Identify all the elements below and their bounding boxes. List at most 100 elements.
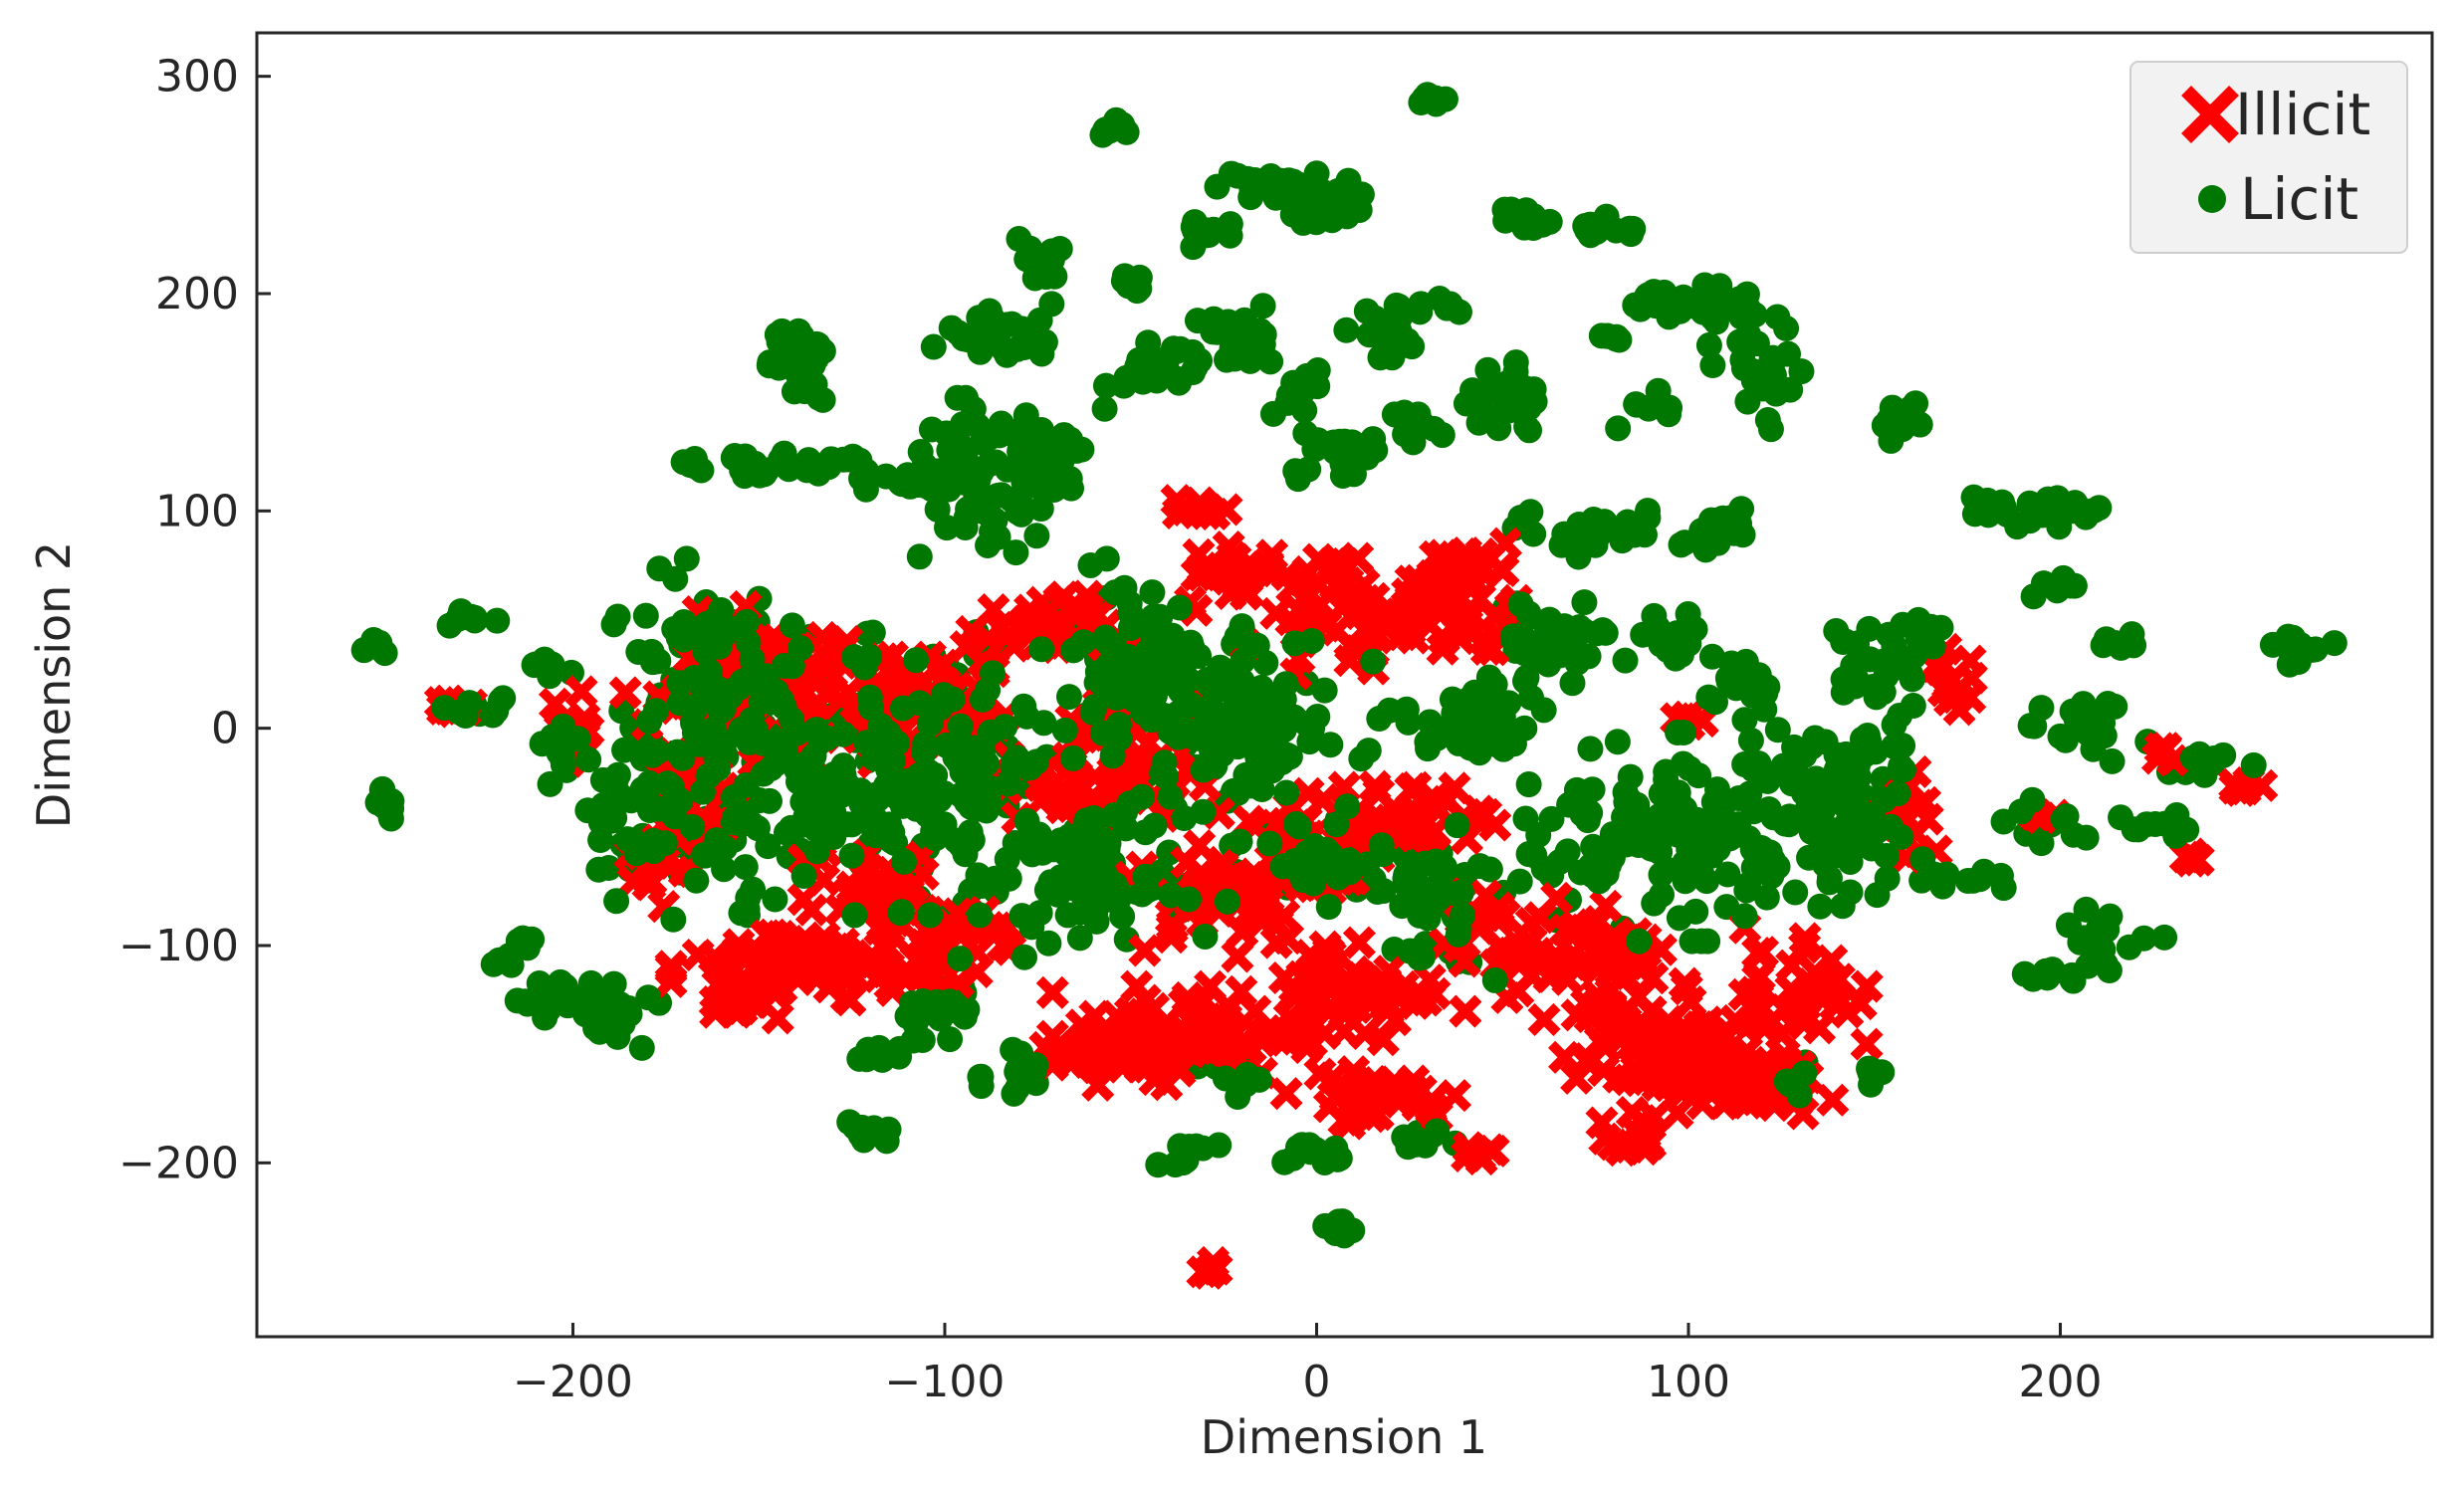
licit-point (1481, 671, 1508, 698)
licit-point (1987, 862, 2014, 889)
licit-point (1864, 882, 1891, 909)
illicit-point (1417, 789, 1451, 823)
licit-point (1881, 733, 1907, 759)
licit-point (1023, 523, 1050, 549)
licit-point (578, 990, 605, 1017)
licit-point (1660, 630, 1686, 657)
illicit-point (1450, 549, 1484, 583)
licit-point (1407, 299, 1434, 325)
licit-point (959, 827, 986, 854)
illicit-point (1816, 1083, 1850, 1117)
licit-point (740, 876, 767, 903)
licit-point (779, 612, 805, 639)
licit-point (1682, 857, 1709, 884)
licit-point (1400, 429, 1427, 456)
licit-point (1156, 361, 1183, 388)
licit-point (1612, 647, 1639, 674)
licit-point (1329, 451, 1356, 478)
licit-point (681, 720, 708, 746)
licit-point (1281, 848, 1308, 875)
licit-point (1731, 903, 1758, 930)
licit-point (992, 714, 1018, 741)
illicit-point (1221, 940, 1254, 973)
licit-point (1241, 166, 1268, 193)
licit-point (2121, 816, 2147, 843)
licit-point (1605, 415, 1632, 442)
licit-point (2240, 751, 2267, 778)
licit-point (1757, 416, 1784, 443)
licit-point (1303, 209, 1330, 236)
licit-point (1022, 1052, 1049, 1079)
licit-point (1512, 805, 1539, 832)
licit-point (1512, 668, 1539, 695)
licit-point (1075, 891, 1102, 918)
licit-point (1001, 1080, 1027, 1107)
licit-point (996, 865, 1022, 892)
illicit-point (1428, 585, 1462, 619)
legend-licit-label: Licit (2240, 165, 2358, 233)
licit-point (2151, 924, 2178, 951)
illicit-point (949, 630, 983, 664)
licit-point (2075, 720, 2102, 746)
licit-point (1734, 786, 1761, 813)
licit-point (1055, 684, 1082, 711)
licit-point (1258, 708, 1285, 735)
illicit-point (1663, 1068, 1696, 1102)
licit-point (1059, 744, 1086, 771)
licit-point (1657, 820, 1683, 847)
licit-point (1909, 846, 1936, 873)
licit-point (1256, 830, 1283, 857)
licit-point (1336, 196, 1363, 223)
licit-point (916, 711, 943, 738)
licit-point (1445, 921, 1471, 948)
illicit-point (633, 868, 667, 902)
licit-point (1961, 501, 1988, 528)
licit-point (1031, 328, 1058, 355)
licit-point (1429, 422, 1456, 449)
licit-point (838, 811, 865, 838)
licit-point (1507, 591, 1534, 618)
licit-point (1194, 217, 1221, 244)
licit-point (1101, 874, 1128, 901)
illicit-point (1512, 923, 1546, 956)
licit-point (683, 451, 710, 478)
licit-point (1432, 854, 1458, 881)
licit-point (2119, 621, 2145, 648)
licit-point (1626, 928, 1653, 955)
licit-point (1056, 465, 1083, 492)
licit-point (1257, 348, 1284, 375)
licit-point (1515, 394, 1542, 421)
illicit-point (1602, 1060, 1636, 1094)
licit-point (1089, 720, 1116, 746)
x-tick-label: 200 (2019, 1357, 2103, 1407)
licit-point (838, 842, 865, 869)
illicit-point (1723, 1079, 1757, 1113)
licit-point (1666, 905, 1692, 932)
licit-point (711, 856, 738, 883)
illicit-point (1333, 644, 1367, 678)
illicit-point (1366, 1023, 1400, 1057)
y-axis-label: Dimension 2 (27, 541, 81, 828)
y-tick-label: 200 (155, 269, 239, 319)
illicit-point (1452, 1131, 1485, 1165)
licit-point (1010, 693, 1037, 720)
licit-point (1881, 712, 1907, 739)
licit-point (1176, 886, 1203, 913)
licit-point (1398, 1129, 1425, 1156)
licit-point (1863, 684, 1890, 711)
licit-point (1167, 1133, 1194, 1160)
licit-point (1292, 420, 1319, 447)
licit-point (917, 902, 944, 929)
licit-point (1102, 579, 1129, 606)
licit-point (2041, 500, 2068, 527)
licit-point (728, 900, 755, 927)
licit-point (1367, 344, 1394, 371)
licit-point (1649, 881, 1676, 908)
illicit-point (1229, 549, 1263, 584)
licit-point (1476, 856, 1503, 883)
illicit-point (1389, 1079, 1423, 1113)
illicit-point (1903, 788, 1936, 822)
licit-point (1677, 755, 1703, 782)
illicit-point (2155, 744, 2189, 777)
licit-point (1192, 923, 1219, 950)
